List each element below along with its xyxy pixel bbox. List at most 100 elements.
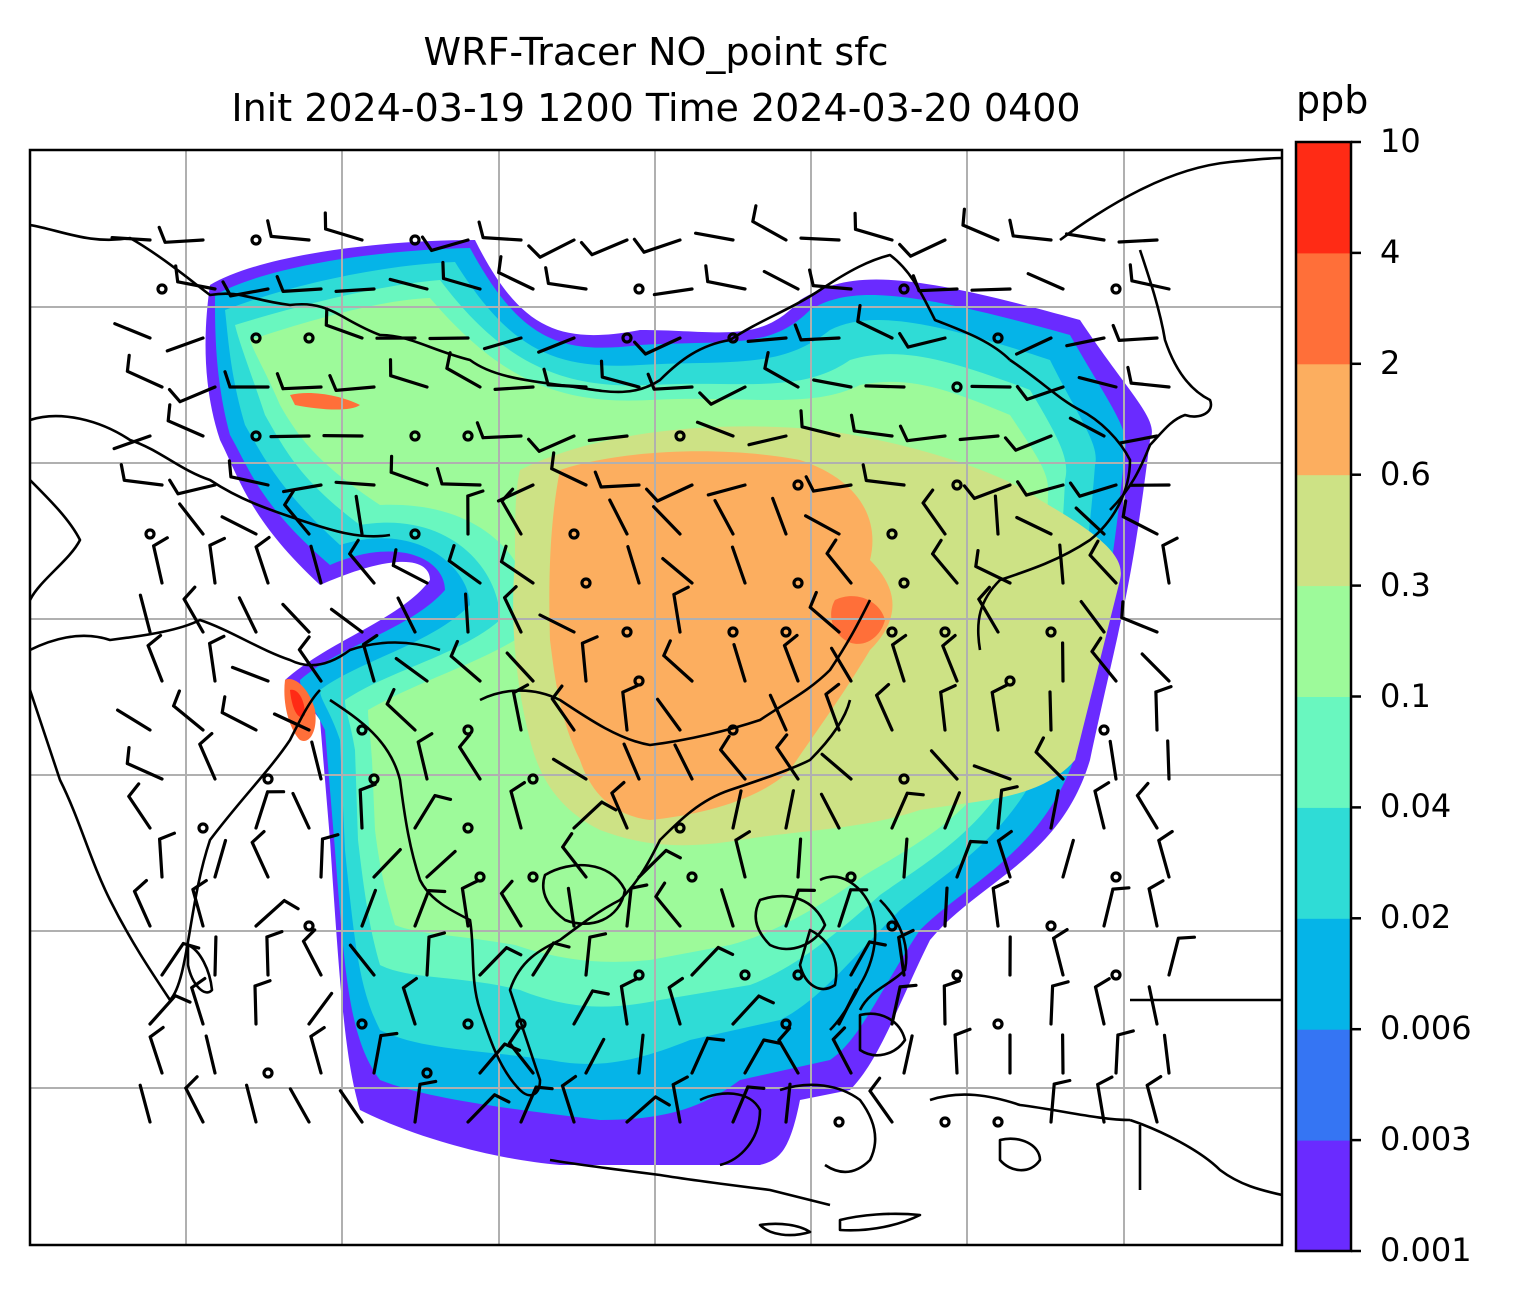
wind-barb [324,307,364,340]
wind-barb [1065,336,1106,348]
wind-barb [166,403,205,438]
wind-barb [1049,789,1060,830]
wind-barb [890,791,925,830]
map-title-line2: Init 2024-03-19 1200 Time 2024-03-20 040… [231,86,1081,130]
wind-barb [730,545,747,585]
wind-barb [698,385,747,406]
wind-barb [587,434,629,442]
wind-barb [420,235,470,252]
wind-barb [413,794,453,830]
wind-barb [819,792,841,830]
wind-barb [796,837,803,879]
wind-barb [500,487,523,536]
wind-barb [626,545,641,585]
calm-wind-marker [568,528,580,540]
wind-barb [458,733,482,781]
wind-barb [991,879,1010,928]
wind-barb [329,607,364,634]
colorbar-swatch [1296,363,1351,476]
wind-barb [307,991,334,1026]
wind-barb [654,881,682,928]
wind-barb [1052,928,1069,977]
wind-barb [538,613,576,634]
wind-barb [1166,739,1171,781]
wind-barb [734,830,751,879]
calm-wind-marker [939,1116,951,1128]
wind-barb [958,434,1000,442]
wind-barb [475,421,523,440]
calm-wind-marker [992,1116,1004,1128]
wind-barb [428,336,470,341]
wind-barb [747,434,788,447]
colorbar-swatch [1296,142,1351,254]
wind-barb [1015,385,1065,401]
wind-barb [1145,1075,1163,1124]
wind-barb [1128,263,1171,291]
wind-barb [158,831,176,879]
wind-barb [898,332,947,349]
wind-barb [768,693,788,732]
wind-barb [1114,1029,1135,1075]
calm-wind-marker [886,626,898,638]
wind-barb [637,1033,645,1075]
wind-barb [227,459,270,487]
wind-barb [1058,543,1065,585]
wind-barb [319,833,340,879]
calm-wind-marker [250,430,262,442]
wind-barb [132,879,152,928]
wind-barb [853,211,894,242]
calm-wind-marker [462,1018,474,1030]
calm-wind-marker [1045,626,1057,638]
wind-barb [825,538,853,585]
calm-wind-marker [939,626,951,638]
wind-barb [662,639,694,683]
wind-barb [1162,1033,1171,1075]
wind-barb [385,688,417,732]
wind-barb [762,269,800,291]
calm-wind-marker [780,626,792,638]
wind-barb [167,385,217,404]
wind-barb [297,635,323,683]
wind-barb [174,264,217,291]
calm-wind-marker [633,969,645,981]
wind-barb [599,359,641,389]
wind-barb [771,496,788,536]
wind-barb [943,886,949,928]
calm-wind-marker [462,430,474,442]
wind-barb [820,752,853,781]
wind-barb [763,351,800,389]
wind-barb [275,275,323,293]
wind-barb [808,590,841,634]
wind-barb [441,260,482,291]
wind-barb [782,633,800,683]
wind-barb [746,336,788,343]
calm-wind-marker [633,283,645,295]
wind-barb [667,976,684,1026]
wind-barb [939,684,957,732]
wind-barb [112,434,152,451]
calm-wind-marker [515,1018,527,1030]
wind-barb [732,643,747,683]
wind-barb [784,1082,792,1124]
wind-barb [213,935,218,977]
wind-barb [775,733,800,781]
wind-barb [449,639,482,683]
wind-barb [323,211,364,242]
wind-barb [509,781,526,830]
wind-barb [743,1038,781,1075]
wind-barb [646,372,694,391]
wind-barb [1064,232,1106,242]
wind-barb [566,886,576,928]
wind-barb [1118,434,1159,445]
wind-barb [580,635,599,683]
field-band-4 [290,689,305,718]
wind-barb [301,928,323,977]
wind-barb [990,683,1009,732]
calm-wind-marker [262,773,274,785]
wind-barb [394,657,429,683]
wind-barb [1117,238,1159,244]
wind-barb [152,536,169,585]
wind-barb [1016,480,1065,497]
wind-barb [1161,536,1179,585]
wind-barb [527,434,576,453]
